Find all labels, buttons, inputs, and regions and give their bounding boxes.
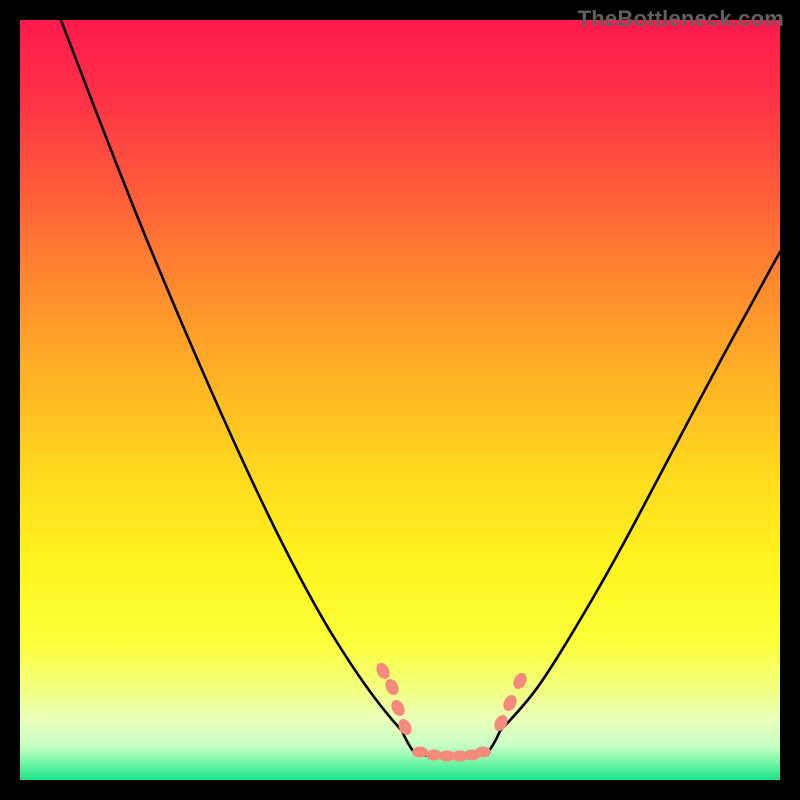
data-marker (475, 747, 491, 758)
data-marker (412, 747, 428, 758)
gradient-background (20, 20, 780, 780)
chart-svg (20, 20, 780, 780)
plot-area (20, 20, 780, 780)
watermark-text: TheBottleneck.com (578, 6, 784, 32)
